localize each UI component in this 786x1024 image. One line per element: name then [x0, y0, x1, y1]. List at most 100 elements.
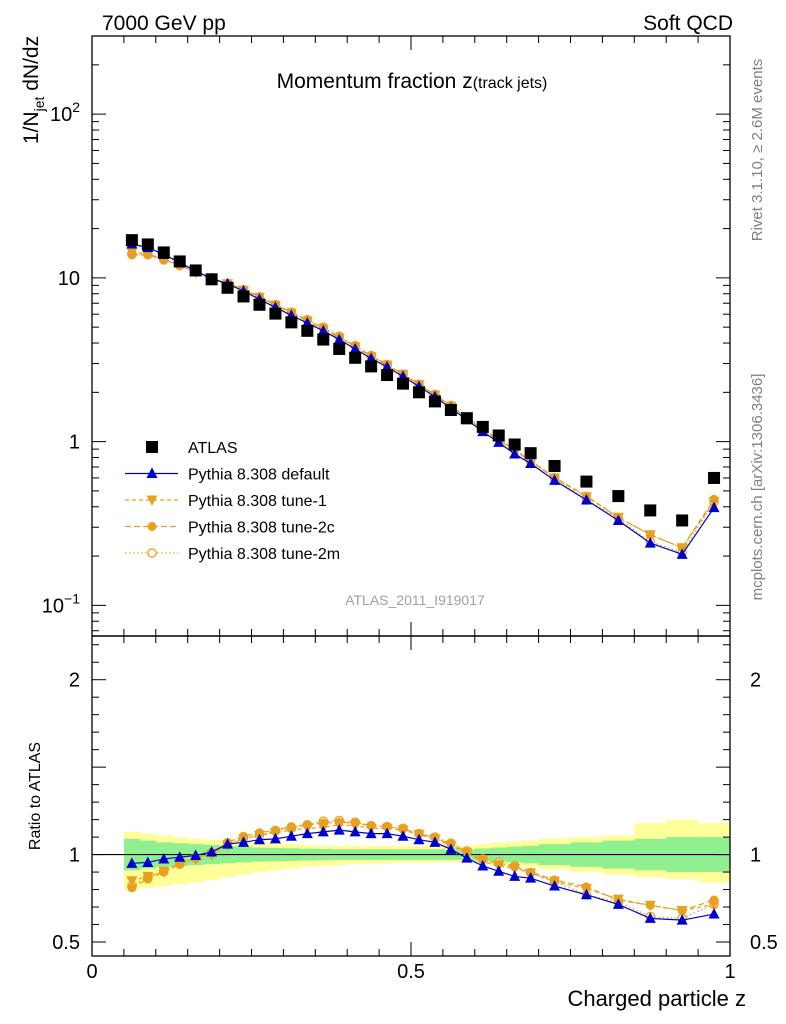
data-point: [269, 307, 282, 320]
data-point: [365, 352, 377, 363]
data-point: [125, 234, 138, 247]
data-point: [548, 459, 561, 472]
x-tick-label: 0.5: [397, 961, 425, 983]
data-point: [237, 290, 250, 303]
legend-marker: [147, 548, 157, 558]
data-point: [141, 238, 154, 251]
main-y-axis-label-text: 1/Njet dN/dz: [20, 36, 47, 144]
ratio-point: [413, 833, 425, 845]
data-point: [317, 324, 329, 336]
legend-entry-pythia-8-308-tune-2m: Pythia 8.308 tune-2m: [125, 546, 340, 563]
x-tick-label: 0: [86, 961, 97, 983]
ratio-point: [429, 836, 441, 847]
ratio-point: [509, 870, 521, 881]
ratio-y-tick-label: 2: [69, 670, 80, 692]
data-point: [492, 429, 505, 442]
ratio-line-pythia-8-308-default: [131, 829, 715, 921]
ratio-point: [317, 825, 329, 837]
ratio-point: [285, 830, 297, 841]
data-point: [676, 514, 689, 527]
legend-entry-atlas: ATLAS: [146, 440, 238, 457]
ratio-point: [269, 832, 281, 844]
ratio-point: [445, 843, 457, 854]
data-point: [644, 504, 657, 517]
ratio-point: [365, 827, 377, 839]
main-panel: Momentum fraction z(track jets) 1/Njet d…: [20, 35, 731, 637]
data-point: [476, 420, 489, 433]
main-y-tick-label: 102: [50, 99, 80, 126]
main-data-layer: [125, 234, 721, 559]
ratio-point: [708, 908, 720, 919]
ratio-point: [349, 825, 361, 837]
ratio-point: [190, 849, 202, 860]
data-point: [412, 386, 425, 399]
ratio-point: [222, 838, 234, 849]
legend: ATLAS Pythia 8.308 default Pythia 8.308 tu…: [125, 440, 340, 563]
ratio-point: [461, 852, 473, 863]
data-point: [349, 351, 362, 364]
mcplots-label: mcplots.cern.ch [arXiv:1306.3436]: [749, 374, 766, 601]
analysis-id: ATLAS_2011_I919017: [345, 592, 485, 608]
data-point: [428, 395, 441, 408]
main-y-tick-label: 10: [58, 268, 80, 290]
ratio-point: [644, 900, 656, 912]
ratio-point: [206, 845, 218, 857]
ratio-data-layer: [92, 815, 731, 925]
ratio-point: [612, 898, 624, 909]
chart-title-sub: (track jets): [473, 75, 548, 92]
data-point: [612, 514, 624, 525]
data-point: [365, 360, 378, 373]
ratio-point: [158, 866, 170, 878]
legend-marker: [146, 467, 158, 478]
data-point: [333, 333, 345, 345]
legend-label: Pythia 8.308 tune-2m: [188, 546, 340, 563]
data-point: [253, 298, 266, 311]
legend-label: ATLAS: [188, 440, 238, 457]
ratio-point: [253, 833, 265, 845]
ratio-point: [509, 864, 521, 875]
ratio-point: [142, 871, 154, 883]
data-point: [508, 438, 521, 451]
ratio-point: [580, 888, 592, 900]
ratio-point: [477, 859, 489, 871]
ratio-y-tick-label-right: 1: [750, 845, 761, 867]
data-point: [126, 247, 138, 258]
ratio-point: [301, 827, 313, 839]
data-point: [173, 255, 186, 268]
data-point: [460, 412, 473, 425]
data-point: [644, 530, 656, 541]
legend-label: Pythia 8.308 tune-1: [188, 493, 327, 510]
data-point: [549, 474, 561, 485]
data-point: [580, 475, 593, 488]
rivet-label: Rivet 3.1.10, ≥ 2.6M events: [749, 59, 766, 242]
data-point: [349, 342, 361, 354]
data-point: [205, 273, 218, 286]
ratio-y-tick-label: 1: [69, 845, 80, 867]
main-axes: 10−1 1 10 102: [42, 35, 731, 636]
data-point: [644, 537, 656, 548]
main-y-tick-label: 10−1: [42, 590, 80, 617]
legend-entry-pythia-8-308-tune-1: Pythia 8.308 tune-1: [125, 493, 327, 510]
ratio-axes: 0.5 0.5 1 1 2 2 0 0.5 1: [52, 636, 778, 983]
ratio-plot-frame: [91, 635, 731, 957]
ratio-point: [644, 912, 656, 923]
data-point: [381, 360, 393, 372]
ratio-point: [525, 872, 537, 883]
data-point: [157, 246, 170, 259]
series-atlas: [125, 234, 721, 527]
ratio-y-axis-label: Ratio to ATLAS: [27, 742, 44, 850]
ratio-point: [126, 876, 138, 887]
data-point: [381, 369, 394, 382]
series-pythia-8-308-tune-2m: [127, 249, 719, 558]
ratio-point: [158, 852, 170, 864]
legend-marker: [146, 441, 158, 453]
data-point: [525, 457, 537, 469]
data-point: [708, 471, 721, 484]
data-point: [612, 490, 625, 503]
data-point: [444, 403, 457, 416]
ratio-point: [126, 857, 138, 868]
ratio-panel: Ratio to ATLAS 0.5 0.5 1 1 2 2 0 0.5 1 Charged p…: [27, 635, 778, 1011]
legend-label: Pythia 8.308 tune-2c: [188, 520, 335, 537]
ratio-point: [174, 851, 186, 862]
ratio-point: [493, 865, 505, 876]
